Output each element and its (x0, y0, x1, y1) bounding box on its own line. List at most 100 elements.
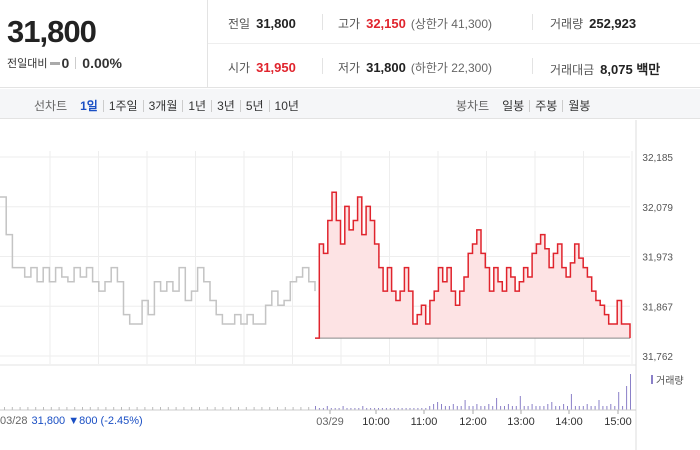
tab-1d[interactable]: 1일 (75, 99, 104, 112)
volume-bar (452, 404, 454, 410)
volume-bar (527, 406, 529, 410)
volume-bar (43, 407, 44, 410)
stats-panel: 전일 31,800 고가 32,150 (상한가 41,300) 거래량 252… (208, 0, 700, 88)
volume-bar (261, 407, 263, 410)
volume-bar (441, 404, 442, 410)
volume-bar (397, 408, 399, 410)
volume-bar (338, 408, 340, 410)
x-tick-label: 10:00 (362, 416, 390, 428)
y-tick-label: 32,079 (642, 203, 673, 214)
divider (322, 14, 323, 30)
volume-bar (570, 394, 572, 410)
x-tick-label: 15:00 (604, 416, 632, 428)
volume-bar (421, 408, 423, 410)
chart-svg: 32,185 32,079 31,973 31,867 31,762 03/29 10:00… (0, 120, 673, 450)
tab-1y[interactable]: 1년 (183, 99, 213, 112)
change-row: 전일대비 0 0.00% (7, 55, 122, 71)
volume-legend: 거래량 (651, 372, 684, 387)
stat-value: 31,950 (256, 60, 296, 75)
volume-bar (578, 406, 580, 410)
volume-bar (144, 407, 146, 410)
tab-3y[interactable]: 3년 (212, 99, 241, 112)
current-price: 31,800 (7, 14, 97, 49)
stat-value: 8,075 백만 (600, 62, 661, 77)
volume-bar (35, 407, 37, 410)
price-box: 31,800 전일대비 0 0.00% (0, 0, 208, 88)
volume-bar (330, 408, 332, 410)
volume-bar (334, 408, 336, 410)
volume-bar (409, 408, 411, 410)
prev-date: 03/28 (0, 415, 28, 427)
volume-bar (183, 407, 185, 410)
volume-bar (366, 408, 368, 410)
volume-bar (230, 407, 232, 410)
upper-limit: (상한가 41,300) (410, 17, 493, 31)
volume-bar (507, 404, 509, 410)
stat-label: 거래량 (550, 17, 584, 31)
volume-bar (472, 406, 474, 410)
stat-prev-close: 전일 31,800 (228, 15, 296, 32)
volume-legend-label: 거래량 (656, 376, 684, 387)
tab-3m[interactable]: 3개월 (144, 99, 184, 112)
volume-bar (121, 407, 122, 410)
volume-bar (389, 408, 391, 410)
volume-bar (547, 404, 549, 410)
tab-daily[interactable]: 일봉 (497, 99, 531, 112)
volume-bar (222, 407, 224, 410)
change-value: 0 (61, 55, 70, 71)
change-percent: 0.00% (82, 55, 122, 71)
stats-row: 전일 31,800 고가 32,150 (상한가 41,300) 거래량 252… (208, 0, 700, 44)
y-tick-label: 31,762 (642, 352, 673, 363)
y-tick-label: 32,185 (642, 153, 673, 164)
volume-bar (586, 404, 588, 410)
volume-bar (89, 407, 91, 410)
volume-bar (269, 407, 271, 410)
tab-1w[interactable]: 1주일 (104, 99, 144, 112)
price-chart[interactable]: 32,185 32,079 31,973 31,867 31,762 03/29 10:00… (0, 120, 700, 450)
tab-10y[interactable]: 10년 (274, 98, 299, 113)
volume-bar (504, 406, 505, 410)
volume-bar (618, 392, 620, 410)
volume-bar (66, 407, 68, 410)
volume-bar (393, 408, 395, 410)
stats-row: 시가 31,950 저가 31,800 (하한가 22,300) 거래대금 8,… (208, 44, 700, 88)
stat-amount: 거래대금 8,075 백만 (550, 59, 660, 78)
volume-bar (277, 407, 278, 410)
volume-bar (167, 407, 169, 410)
volume-bar (598, 400, 600, 410)
x-tick-label: 12:00 (459, 416, 487, 428)
stat-label: 고가 (338, 17, 361, 31)
quote-summary: 31,800 전일대비 0 0.00% 전일 31,800 고가 32,150 … (0, 0, 700, 88)
divider (322, 58, 323, 74)
volume-bar (551, 402, 553, 410)
volume-bar (74, 407, 76, 410)
volume-bar (128, 407, 130, 410)
volume-bar (622, 406, 624, 410)
volume-bar (444, 406, 446, 410)
volume-bar (342, 406, 344, 410)
volume-bar (191, 407, 193, 410)
candle-chart-tabs: 봉차트 일봉 주봉 월봉 (456, 97, 595, 114)
tab-5y[interactable]: 5년 (241, 99, 270, 112)
stat-label: 거래대금 (550, 63, 595, 77)
volume-bar (401, 408, 403, 410)
volume-bar (567, 406, 568, 410)
volume-bar (292, 407, 294, 410)
volume-bar (4, 407, 5, 410)
divider (532, 58, 533, 74)
prev-price-info: 31,800 ▼800 (-2.45%) (31, 415, 143, 427)
volume-bar (590, 406, 592, 410)
volume-bar (370, 408, 372, 410)
tab-monthly[interactable]: 월봉 (568, 98, 591, 113)
volume-bar (574, 406, 576, 410)
volume-bar (425, 408, 427, 410)
volume-bar (523, 406, 525, 410)
volume-swatch (651, 375, 653, 384)
volume-bar (417, 408, 419, 410)
flat-icon (50, 61, 61, 65)
volume-bar (300, 407, 302, 410)
today-area (315, 192, 630, 339)
tab-weekly[interactable]: 주봉 (530, 99, 564, 112)
lower-limit: (하한가 22,300) (410, 61, 493, 75)
x-tick-label: 03/29 (316, 416, 344, 428)
